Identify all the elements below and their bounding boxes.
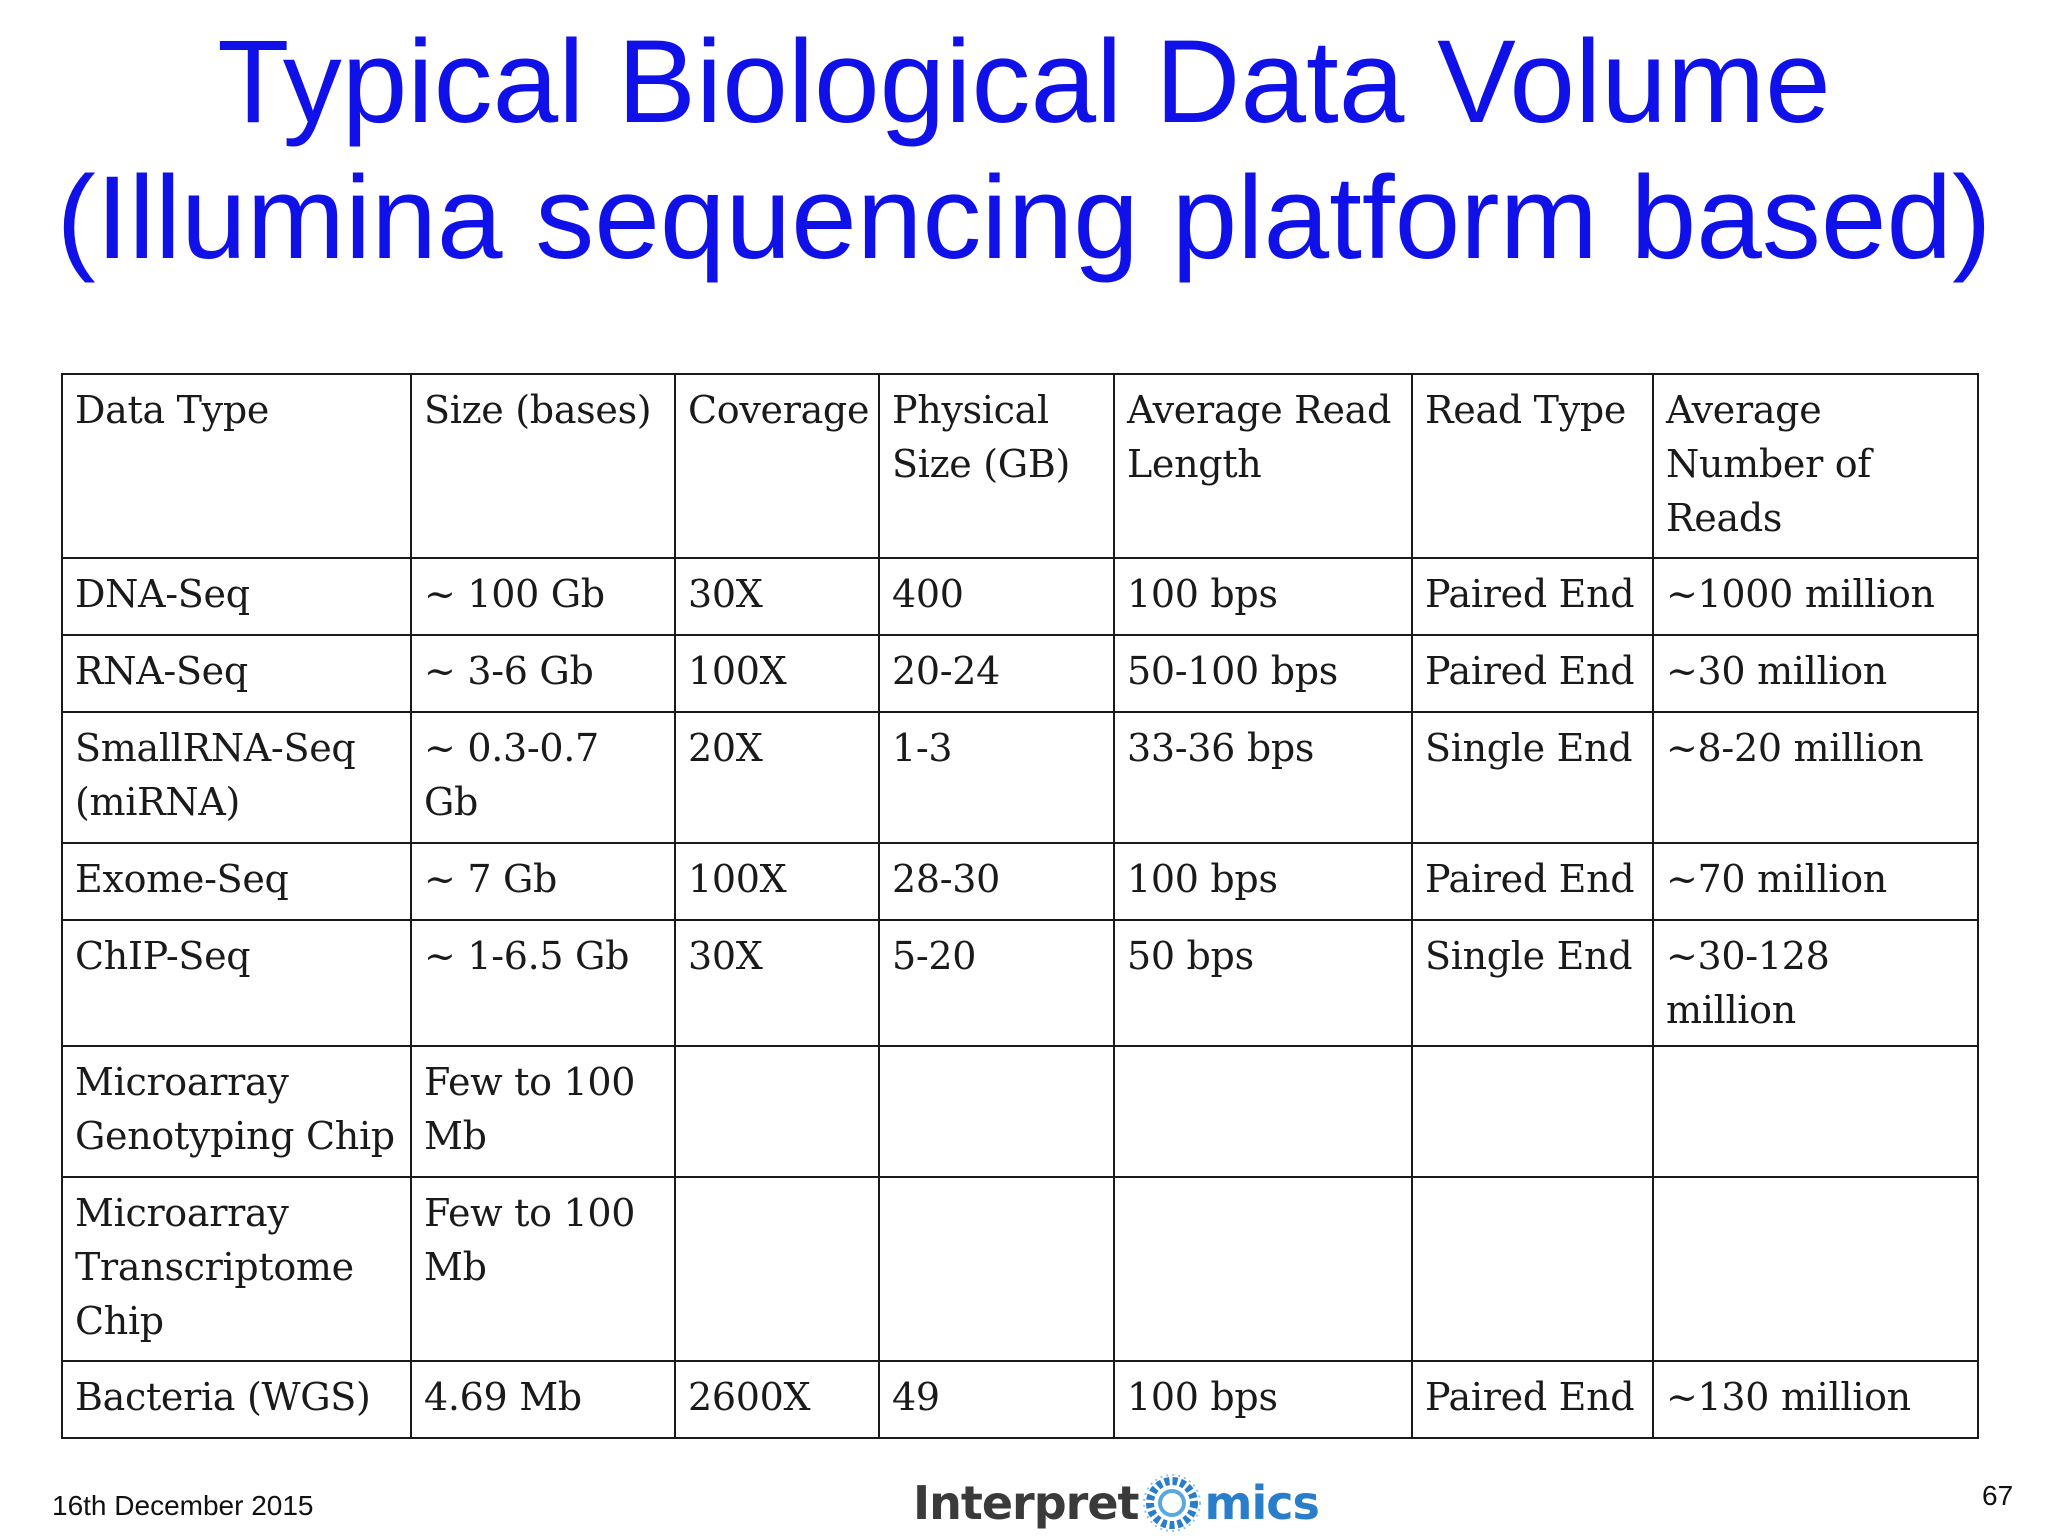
table-cell — [1113, 1045, 1413, 1178]
table-cell: ~30-128 million — [1652, 919, 1979, 1047]
table-cell: Exome-Seq — [61, 842, 412, 921]
table-cell: 100X — [674, 634, 880, 713]
table-cell: 30X — [674, 919, 880, 1047]
table-row: Microarray Genotyping Chip Few to 100 Mb — [61, 1045, 1979, 1178]
table-cell: ~ 0.3-0.7 Gb — [410, 711, 676, 844]
table-cell: ChIP-Seq — [61, 919, 412, 1047]
table-cell: ~ 3-6 Gb — [410, 634, 676, 713]
logo-text-mics: mics — [1204, 1476, 1320, 1530]
table-cell: Single End — [1411, 919, 1654, 1047]
logo-text-interpret: Interpret — [913, 1476, 1140, 1530]
table-cell — [1411, 1176, 1654, 1362]
header-cell: Size (bases) — [410, 373, 676, 559]
table-cell: 1-3 — [878, 711, 1115, 844]
table-cell: ~ 7 Gb — [410, 842, 676, 921]
table-cell: 100 bps — [1113, 842, 1413, 921]
header-cell: Coverage — [674, 373, 880, 559]
table-cell — [1652, 1176, 1979, 1362]
table-cell: Few to 100 Mb — [410, 1045, 676, 1178]
omics-ring-logo-icon — [1142, 1474, 1201, 1532]
table-cell: RNA-Seq — [61, 634, 412, 713]
header-cell: Read Type — [1411, 373, 1654, 559]
table-row: ChIP-Seq ~ 1-6.5 Gb 30X 5-20 50 bps Sing… — [61, 919, 1979, 1047]
table-row: Microarray Transcriptome Chip Few to 100… — [61, 1176, 1979, 1362]
table-cell: Microarray Transcriptome Chip — [61, 1176, 412, 1362]
table-cell — [878, 1045, 1115, 1178]
table-cell: 400 — [878, 557, 1115, 636]
table-cell: Paired End — [1411, 1360, 1654, 1439]
table-cell: 33-36 bps — [1113, 711, 1413, 844]
table-header-row: Data Type Size (bases) Coverage Physical… — [61, 373, 1979, 559]
interpretomics-logo: Interpret mics — [913, 1468, 1320, 1538]
table-cell — [674, 1176, 880, 1362]
table-cell: Few to 100 Mb — [410, 1176, 676, 1362]
table-row: Exome-Seq ~ 7 Gb 100X 28-30 100 bps Pair… — [61, 842, 1979, 921]
table-cell: ~1000 million — [1652, 557, 1979, 636]
table-cell: ~ 1-6.5 Gb — [410, 919, 676, 1047]
table-cell: SmallRNA-Seq (miRNA) — [61, 711, 412, 844]
table-cell: ~130 million — [1652, 1360, 1979, 1439]
table-cell: 100X — [674, 842, 880, 921]
table-cell: Bacteria (WGS) — [61, 1360, 412, 1439]
table-cell: 28-30 — [878, 842, 1115, 921]
header-cell: Physical Size (GB) — [878, 373, 1115, 559]
table-cell: Single End — [1411, 711, 1654, 844]
table-cell: Paired End — [1411, 557, 1654, 636]
table-cell: 20X — [674, 711, 880, 844]
table-cell: 2600X — [674, 1360, 880, 1439]
table-cell: ~8-20 million — [1652, 711, 1979, 844]
table-cell: ~30 million — [1652, 634, 1979, 713]
table-row: Bacteria (WGS) 4.69 Mb 2600X 49 100 bps … — [61, 1360, 1979, 1439]
header-cell: Data Type — [61, 373, 412, 559]
table-cell — [674, 1045, 880, 1178]
table-cell: 4.69 Mb — [410, 1360, 676, 1439]
page-number: 67 — [1982, 1480, 2014, 1511]
table-cell — [1113, 1176, 1413, 1362]
table-cell: 50-100 bps — [1113, 634, 1413, 713]
footer-date: 16th December 2015 — [52, 1490, 314, 1521]
table-cell: 49 — [878, 1360, 1115, 1439]
table-cell: Paired End — [1411, 634, 1654, 713]
table-row: RNA-Seq ~ 3-6 Gb 100X 20-24 50-100 bps P… — [61, 634, 1979, 713]
slide-title: Typical Biological Data Volume (Illumina… — [0, 14, 2048, 286]
data-volume-table: Data Type Size (bases) Coverage Physical… — [61, 373, 1979, 1439]
table-cell: 50 bps — [1113, 919, 1413, 1047]
header-cell: Average Number of Reads — [1652, 373, 1979, 559]
table-cell: Microarray Genotyping Chip — [61, 1045, 412, 1178]
table-cell: ~ 100 Gb — [410, 557, 676, 636]
slide-title-line-1: Typical Biological Data Volume — [217, 16, 1831, 148]
table-cell: 20-24 — [878, 634, 1115, 713]
table-cell — [1652, 1045, 1979, 1178]
table-cell: DNA-Seq — [61, 557, 412, 636]
table-cell: 30X — [674, 557, 880, 636]
table-cell: 100 bps — [1113, 1360, 1413, 1439]
table-cell: 5-20 — [878, 919, 1115, 1047]
table-cell — [1411, 1045, 1654, 1178]
slide-title-line-2: (Illumina sequencing platform based) — [56, 152, 1992, 284]
table-cell — [878, 1176, 1115, 1362]
header-cell: Average Read Length — [1113, 373, 1413, 559]
table-row: SmallRNA-Seq (miRNA) ~ 0.3-0.7 Gb 20X 1-… — [61, 711, 1979, 844]
table-cell: ~70 million — [1652, 842, 1979, 921]
table-cell: Paired End — [1411, 842, 1654, 921]
table-cell: 100 bps — [1113, 557, 1413, 636]
table-row: DNA-Seq ~ 100 Gb 30X 400 100 bps Paired … — [61, 557, 1979, 636]
